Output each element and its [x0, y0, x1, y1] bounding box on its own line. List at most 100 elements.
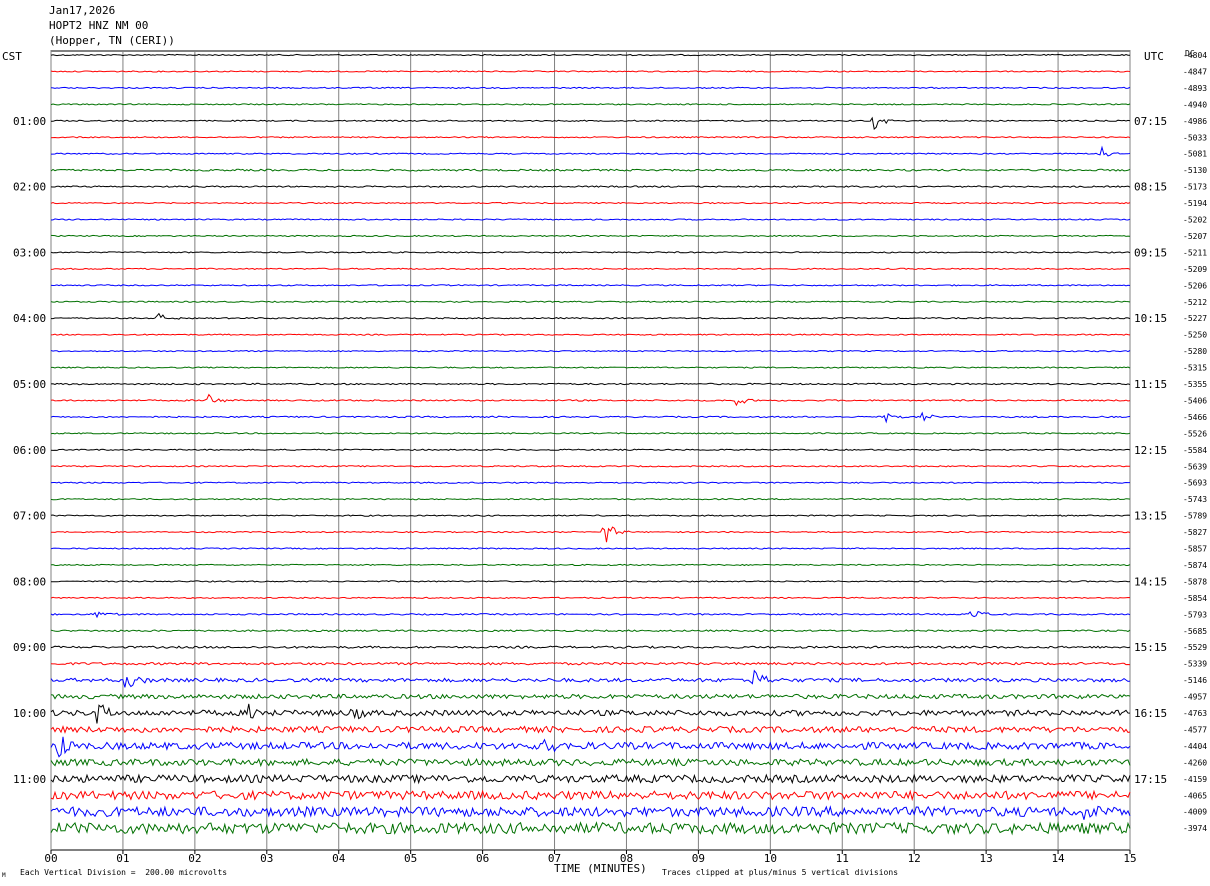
clip-note: Traces clipped at plus/minus 5 vertical …	[662, 868, 899, 877]
left-hour-label: 03:00	[13, 246, 46, 259]
dc-offset-label: -5466	[1183, 413, 1207, 422]
seismogram-trace	[51, 580, 1131, 583]
seismogram-trace	[50, 70, 1131, 73]
left-hour-label: 07:00	[13, 510, 46, 523]
dc-offset-label: -5211	[1183, 248, 1207, 257]
left-timezone-label: CST	[2, 50, 22, 63]
seismogram-trace	[50, 693, 1131, 700]
seismogram-trace	[50, 333, 1131, 336]
dc-offset-label: -5173	[1183, 183, 1207, 192]
left-hour-label: 05:00	[13, 378, 46, 391]
dc-offset-label: -5227	[1183, 314, 1207, 323]
seismogram-trace	[50, 514, 1131, 517]
seismogram-trace	[50, 596, 1131, 599]
dc-offset-label: -5202	[1183, 216, 1207, 225]
dc-offset-label: -5130	[1183, 166, 1207, 175]
dc-offset-label: -5207	[1183, 232, 1207, 241]
station-location: (Hopper, TN (CERI))	[49, 34, 175, 47]
seismogram-trace	[50, 251, 1131, 254]
seismogram-trace	[50, 349, 1131, 353]
seismogram-trace	[50, 267, 1131, 270]
dc-offset-label: -5315	[1183, 364, 1207, 373]
seismogram-trace	[51, 145, 1131, 157]
dc-offset-label: -4404	[1183, 742, 1207, 751]
x-tick-label: 12	[908, 852, 921, 865]
dc-offset-label: -5793	[1183, 610, 1207, 619]
dc-offset-label: -4804	[1183, 51, 1207, 60]
right-timezone-label: UTC	[1144, 50, 1164, 63]
left-hour-label: 09:00	[13, 641, 46, 654]
right-hour-label: 09:15	[1134, 246, 1167, 259]
dc-offset-label: -5584	[1183, 446, 1207, 455]
dc-offset-label: -5827	[1183, 528, 1207, 537]
seismogram-trace	[50, 284, 1131, 287]
plot-date: Jan17,2026	[49, 4, 116, 17]
seismogram-trace	[50, 661, 1131, 666]
x-tick-label: 14	[1051, 852, 1065, 865]
dc-offset-label: -5526	[1183, 429, 1207, 438]
dc-offset-label: -5693	[1183, 479, 1207, 488]
dc-offset-label: -4159	[1183, 775, 1207, 784]
seismogram-trace	[51, 312, 1131, 320]
right-hour-label: 10:15	[1134, 312, 1167, 325]
x-tick-label: 03	[260, 852, 273, 865]
left-hour-label: 04:00	[13, 312, 46, 325]
seismogram-trace	[50, 669, 1131, 688]
x-tick-label: 05	[404, 852, 417, 865]
seismogram-trace	[50, 610, 1131, 619]
dc-offset-label: -5250	[1183, 331, 1207, 340]
seismogram-trace	[50, 805, 1131, 820]
x-tick-label: 11	[836, 852, 849, 865]
x-axis-title: TIME (MINUTES)	[554, 862, 647, 875]
dc-offset-label: -5743	[1183, 495, 1207, 504]
seismogram-trace	[50, 498, 1131, 501]
right-hour-label: 15:15	[1134, 641, 1167, 654]
dc-offset-label: -4986	[1183, 117, 1207, 126]
minute-gridlines	[50, 50, 1131, 854]
seismogram-trace	[50, 103, 1131, 106]
left-hour-label: 02:00	[13, 181, 46, 194]
x-tick-label: 02	[188, 852, 201, 865]
seismogram-trace	[50, 185, 1131, 188]
x-tick-label: 15	[1123, 852, 1136, 865]
seismogram-trace	[50, 526, 1131, 543]
seismogram-trace	[50, 201, 1131, 205]
right-hour-label: 16:15	[1134, 707, 1167, 720]
x-tick-label: 08	[620, 852, 633, 865]
dc-offset-label: -5529	[1183, 643, 1207, 652]
right-hour-label: 08:15	[1134, 181, 1167, 194]
dc-offset-label: -4847	[1183, 67, 1207, 76]
seismogram-traces	[50, 53, 1131, 836]
dc-offset-label: -5874	[1183, 561, 1207, 570]
dc-offset-label: -5639	[1183, 462, 1207, 471]
dc-label: DC	[1185, 49, 1195, 58]
dc-offset-label: -4065	[1183, 791, 1207, 800]
seismogram-trace	[50, 725, 1131, 734]
dc-offset-label: -5280	[1183, 347, 1207, 356]
right-hour-label: 14:15	[1134, 575, 1167, 588]
station-code: HOPT2 HNZ NM 00	[49, 19, 149, 32]
seismogram-trace	[50, 757, 1131, 768]
left-hour-label: 10:00	[13, 707, 46, 720]
seismogram-trace	[50, 821, 1131, 836]
left-hour-label: 11:00	[13, 773, 46, 786]
x-tick-label: 04	[332, 852, 346, 865]
seismogram-trace	[50, 645, 1131, 649]
scale-note: Each Vertical Division = 200.00 microvol…	[20, 868, 228, 877]
x-tick-label: 06	[476, 852, 489, 865]
seismogram-trace	[50, 448, 1131, 451]
dc-offset-label: -4893	[1183, 84, 1207, 93]
right-hour-label: 13:15	[1134, 510, 1167, 523]
x-tick-label: 01	[116, 852, 129, 865]
dc-offset-label: -5209	[1183, 265, 1207, 274]
seismogram-trace	[50, 300, 1131, 303]
dc-offset-label: -4260	[1183, 758, 1207, 767]
dc-offset-label: -5355	[1183, 380, 1207, 389]
seismogram-trace	[50, 736, 1131, 758]
seismogram-trace	[50, 629, 1131, 633]
axis-labels: 00 01 02 03 04 05 06 07 08 09 10 11 12 13 14 15 -4804 -48…	[13, 51, 1207, 865]
dc-offset-label: -4940	[1183, 100, 1207, 109]
dc-offset-label: -5406	[1183, 396, 1207, 405]
dc-offset-label: -5789	[1183, 512, 1207, 521]
seismogram-trace	[50, 234, 1131, 238]
